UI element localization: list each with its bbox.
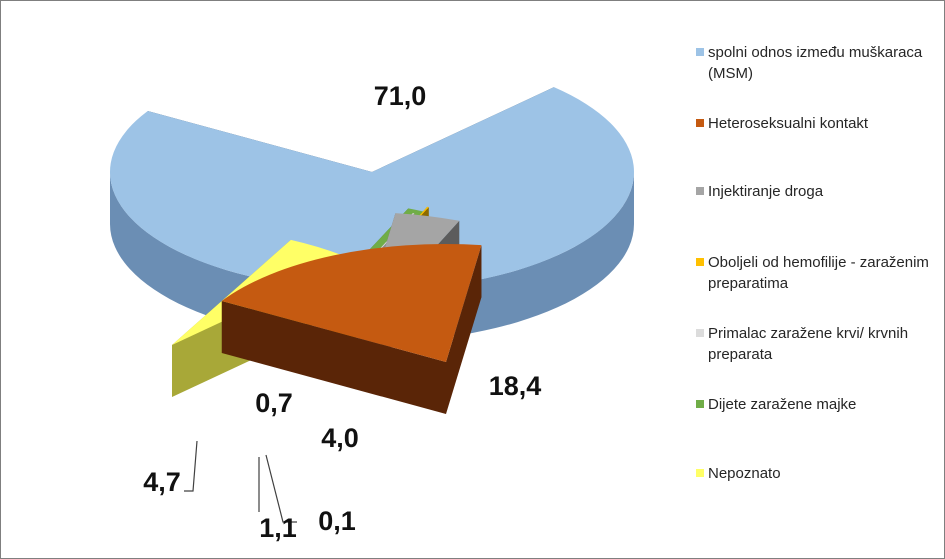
- leader-lines: [184, 440, 297, 523]
- data-label-3: 4,0: [321, 423, 359, 453]
- data-label-7: 0,1: [318, 506, 356, 536]
- pie-slice-2: [221, 244, 482, 414]
- legend-swatch: [696, 258, 704, 266]
- legend-swatch: [696, 48, 704, 56]
- leader-line-1: [184, 440, 198, 492]
- legend-label: Primalac zaražene krvi/ krvnih preparata: [708, 325, 909, 363]
- legend-swatch: [696, 119, 704, 127]
- data-label-4: 0,7: [255, 388, 293, 418]
- legend-swatch: [696, 329, 704, 337]
- legend-label: spolni odnos između muškaraca (MSM): [708, 44, 923, 82]
- legend-swatch: [696, 469, 704, 477]
- legend-swatch: [696, 187, 704, 195]
- data-label-6: 1,1: [259, 513, 297, 543]
- data-label-5: 4,7: [143, 467, 181, 497]
- legend-label: Injektiranje droga: [708, 183, 824, 200]
- data-label-2: 18,4: [489, 371, 542, 401]
- pie-slices: [109, 87, 634, 414]
- legend-label: Dijete zaražene majke: [708, 396, 857, 413]
- data-labels: 71,0 18,4 4,0 0,7 4,7 1,1 0,1: [143, 81, 541, 543]
- legend-label: Heteroseksualni kontakt: [708, 115, 869, 132]
- leader-line-3: [265, 454, 297, 523]
- legend-swatch: [696, 400, 704, 408]
- legend-label: Oboljeli od hemofilije - zaraženim prepa…: [708, 254, 929, 292]
- pie-slice-1: [109, 87, 634, 342]
- data-label-1: 71,0: [374, 81, 427, 111]
- legend-label: Nepoznato: [708, 465, 781, 482]
